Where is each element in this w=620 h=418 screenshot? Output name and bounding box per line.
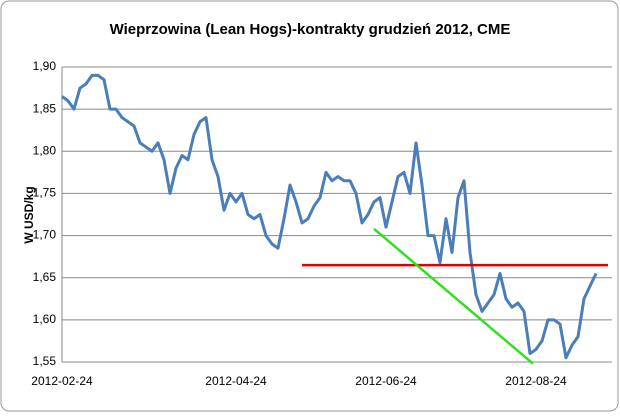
x-tick-label: 2012-08-24: [505, 374, 567, 388]
y-tick-label: 1,65: [33, 270, 57, 284]
annotation-line: [373, 227, 534, 365]
y-axis-label: W USD/kg: [22, 186, 36, 243]
y-tick-label: 1,85: [33, 101, 57, 115]
y-tick-label: 1,90: [33, 59, 57, 73]
x-tick-label: 2012-04-24: [205, 374, 267, 388]
x-tick-label: 2012-02-24: [31, 374, 93, 388]
y-tick-label: 1,75: [33, 186, 57, 200]
y-tick-label: 1,80: [33, 143, 57, 157]
chart-title: Wieprzowina (Lean Hogs)-kontrakty grudzi…: [110, 21, 511, 38]
y-tick-label: 1,55: [33, 354, 57, 368]
y-tick-label: 1,60: [33, 312, 57, 326]
line-series: [61, 73, 598, 360]
y-tick-label: 1,70: [33, 228, 57, 242]
x-tick-label: 2012-06-24: [355, 374, 417, 388]
